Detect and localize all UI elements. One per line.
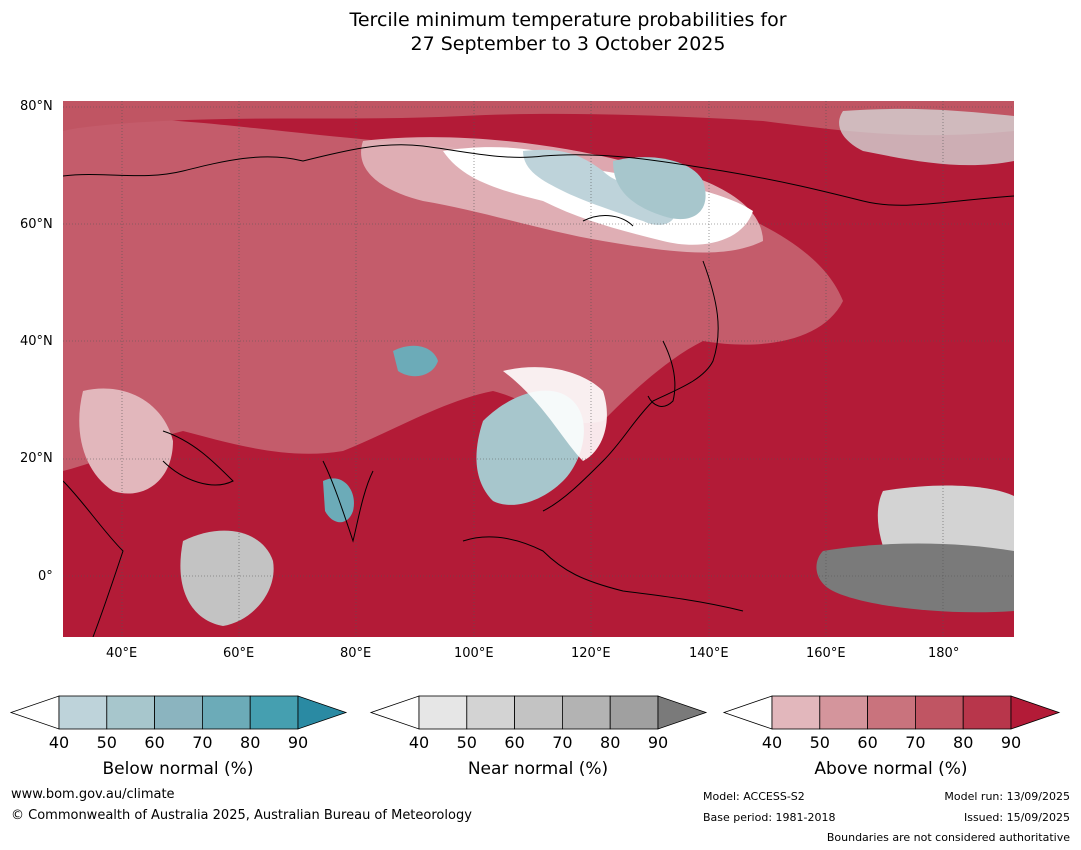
boundaries-disclaimer: Boundaries are not considered authoritat… bbox=[826, 831, 1070, 844]
colorbar-segment bbox=[609, 695, 659, 730]
above-normal-label: Above normal (%) bbox=[814, 759, 968, 779]
colorbar-extend-high bbox=[297, 695, 348, 730]
coastlines bbox=[63, 144, 1014, 637]
lon-label: 140°E bbox=[689, 646, 729, 661]
colorbar-segment bbox=[771, 695, 821, 730]
title-line-1: Tercile minimum temperature probabilitie… bbox=[349, 9, 787, 31]
base-period: Base period: 1981-2018 bbox=[703, 811, 836, 824]
colorbar-segment bbox=[58, 695, 108, 730]
colorbar-tick-label: 90 bbox=[1000, 733, 1022, 752]
colorbar-tick-label: 50 bbox=[809, 733, 830, 752]
colorbar-tick-label: 70 bbox=[905, 733, 926, 752]
lat-label: 80°N bbox=[20, 99, 53, 114]
colorbars bbox=[9, 695, 1061, 730]
title-line-2: 27 September to 3 October 2025 bbox=[410, 33, 726, 55]
below-normal-colorbar bbox=[9, 695, 348, 730]
africa-near-normal bbox=[180, 530, 274, 626]
lon-label: 40°E bbox=[106, 646, 138, 661]
arctic-near-normal bbox=[839, 108, 1014, 166]
colorbar-tick-label: 50 bbox=[456, 733, 477, 752]
colorbar-tick-label: 60 bbox=[144, 733, 165, 752]
graticule bbox=[63, 101, 1014, 637]
pacific-dark-grey bbox=[816, 543, 1014, 613]
colorbar-segment bbox=[562, 695, 611, 730]
colorbar-segment bbox=[201, 695, 251, 730]
colorbar-segment bbox=[249, 695, 299, 730]
near-normal-colorbar bbox=[369, 695, 708, 730]
colorbar-segment bbox=[466, 695, 515, 730]
siberia-below-normal-east bbox=[613, 157, 706, 220]
arabia-pale bbox=[79, 388, 173, 494]
colorbar-tick-label: 90 bbox=[647, 733, 669, 752]
colorbar-segment bbox=[867, 695, 916, 730]
colorbar-tick-label: 70 bbox=[552, 733, 573, 752]
colorbar-tick-label: 40 bbox=[48, 733, 70, 752]
lat-label: 40°N bbox=[20, 334, 53, 349]
lon-label: 80°E bbox=[340, 646, 372, 661]
lat-label: 60°N bbox=[20, 217, 53, 232]
lon-label: 180° bbox=[928, 646, 960, 661]
colorbar-tick-label: 60 bbox=[504, 733, 525, 752]
colorbar-tick-label: 80 bbox=[953, 733, 974, 752]
above-normal-colorbar bbox=[722, 695, 1061, 730]
probability-map[interactable] bbox=[63, 101, 1014, 637]
china-near-normal bbox=[503, 367, 607, 461]
siberia-below-normal bbox=[523, 149, 676, 225]
copyright-text: © Commonwealth of Australia 2025, Austra… bbox=[11, 808, 472, 823]
chart-title: Tercile minimum temperature probabilitie… bbox=[0, 8, 1081, 56]
colorbar-segment bbox=[154, 695, 203, 730]
colorbar-segment bbox=[514, 695, 563, 730]
model-name: Model: ACCESS-S2 bbox=[703, 790, 805, 803]
colorbar-tick-label: 40 bbox=[761, 733, 783, 752]
colorbar-tick-label: 60 bbox=[857, 733, 878, 752]
colorbar-tick-label: 70 bbox=[192, 733, 213, 752]
colorbar-extend-low bbox=[369, 695, 420, 730]
model-run-date: Model run: 13/09/2025 bbox=[944, 790, 1070, 803]
colorbar-tick-label: 90 bbox=[287, 733, 309, 752]
website-link[interactable]: www.bom.gov.au/climate bbox=[11, 787, 175, 802]
tibet-below-normal bbox=[393, 345, 438, 377]
colorbar-segment bbox=[106, 695, 156, 730]
colorbar-tick-label: 80 bbox=[240, 733, 261, 752]
colorbar-segment bbox=[962, 695, 1012, 730]
below-normal-label: Below normal (%) bbox=[102, 759, 254, 779]
arctic-coast-pale bbox=[63, 101, 1014, 136]
lat-label: 0° bbox=[38, 569, 53, 584]
colorbar-extend-high bbox=[1010, 695, 1061, 730]
issued-date: Issued: 15/09/2025 bbox=[963, 811, 1070, 824]
colorbar-extend-low bbox=[722, 695, 773, 730]
colorbar-extend-high bbox=[657, 695, 708, 730]
lon-label: 120°E bbox=[571, 646, 611, 661]
colorbar-segment bbox=[418, 695, 468, 730]
lon-label: 60°E bbox=[223, 646, 255, 661]
colorbar-extend-low bbox=[9, 695, 60, 730]
colorbar-tick-label: 50 bbox=[96, 733, 117, 752]
colorbar-segment bbox=[819, 695, 868, 730]
near-normal-label: Near normal (%) bbox=[467, 759, 609, 779]
colorbar-tick-label: 40 bbox=[408, 733, 430, 752]
colorbar-tick-label: 80 bbox=[600, 733, 621, 752]
lon-label: 100°E bbox=[454, 646, 494, 661]
colorbar-segment bbox=[915, 695, 964, 730]
lon-label: 160°E bbox=[806, 646, 846, 661]
lat-label: 20°N bbox=[20, 451, 53, 466]
